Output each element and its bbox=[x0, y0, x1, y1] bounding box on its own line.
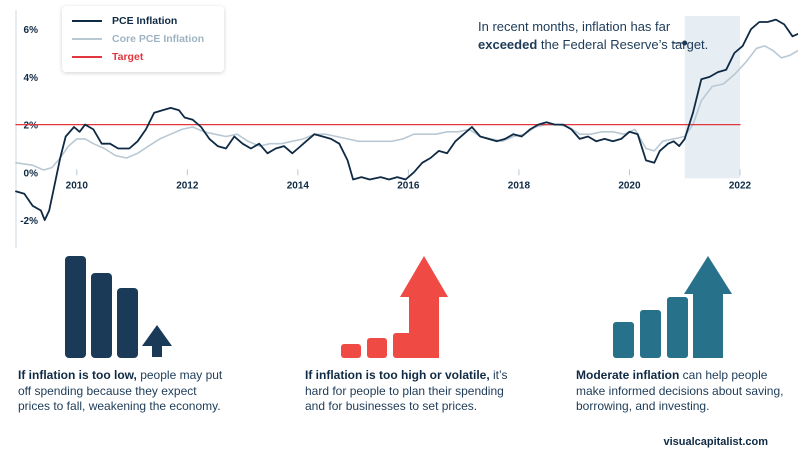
x-tick-label: 2020 bbox=[618, 180, 641, 191]
y-tick-label: 2% bbox=[24, 121, 39, 132]
moderate-bar-3 bbox=[667, 297, 688, 358]
legend-swatch-core-pce bbox=[72, 38, 102, 40]
moderate-bar-2 bbox=[640, 310, 661, 358]
high-bar-3 bbox=[393, 333, 413, 358]
legend-item-pce: PCE Inflation bbox=[72, 13, 177, 29]
legend-label-core-pce: Core PCE Inflation bbox=[112, 33, 205, 45]
declining-bar-1 bbox=[65, 256, 86, 358]
high-arrow bbox=[400, 256, 448, 358]
y-tick-label: 4% bbox=[24, 73, 39, 84]
moderate-growth-icon bbox=[613, 256, 732, 358]
legend-swatch-target bbox=[72, 56, 102, 58]
chart-legend: PCE Inflation Core PCE Inflation Target bbox=[62, 6, 224, 72]
declining-bar-3 bbox=[117, 288, 138, 358]
moderate-bar-1 bbox=[613, 322, 634, 358]
chart-annotation: In recent months, inflation has far exce… bbox=[478, 18, 718, 54]
section-too-low-heading: If inflation is too low, bbox=[18, 368, 137, 382]
moderate-arrow bbox=[684, 256, 732, 358]
section-too-high-heading: If inflation is too high or volatile, bbox=[305, 368, 490, 382]
inflation-line-chart: -2% 0% 2% 4% 6% 2010 2012 2014 2016 2018 2020 2022 bbox=[15, 10, 798, 248]
annotation-emphasis: exceeded bbox=[478, 37, 538, 52]
x-tick-label: 2010 bbox=[66, 180, 89, 191]
high-inflation-arrow-icon bbox=[341, 256, 448, 358]
x-axis-ticks: 2010 2012 2014 2016 2018 2020 2022 bbox=[66, 169, 752, 191]
recent-months-highlight bbox=[684, 16, 740, 179]
declining-bar-2 bbox=[91, 273, 112, 358]
legend-label-pce: PCE Inflation bbox=[112, 15, 178, 27]
annotation-line-2: exceeded the Federal Reserve’s target. bbox=[478, 36, 718, 54]
y-tick-label: -2% bbox=[20, 216, 38, 227]
legend-item-target: Target bbox=[72, 49, 143, 65]
section-too-low: If inflation is too low, people may put … bbox=[18, 368, 228, 415]
annotation-marker bbox=[672, 40, 688, 46]
legend-swatch-pce bbox=[72, 20, 102, 22]
section-too-high-text: it’s hard for people to plan their spend… bbox=[305, 368, 508, 413]
section-moderate-text: can help people make informed decisions … bbox=[576, 368, 784, 413]
section-too-high: If inflation is too high or volatile, it… bbox=[305, 368, 515, 415]
declining-bars-icon bbox=[65, 256, 172, 358]
y-axis-ticks: -2% 0% 2% 4% 6% bbox=[20, 25, 38, 227]
section-moderate-heading: Moderate inflation bbox=[576, 368, 680, 382]
y-tick-label: 0% bbox=[24, 168, 39, 179]
declining-arrow-head bbox=[142, 325, 172, 357]
x-tick-label: 2016 bbox=[397, 180, 420, 191]
x-tick-label: 2012 bbox=[176, 180, 199, 191]
annotation-line-1: In recent months, inflation has far bbox=[478, 19, 671, 34]
section-too-low-text: people may put off spending because they… bbox=[18, 368, 223, 413]
section-moderate: Moderate inflation can help people make … bbox=[576, 368, 786, 415]
legend-item-core-pce: Core PCE Inflation bbox=[72, 31, 204, 47]
high-bar-2 bbox=[367, 338, 387, 358]
x-tick-label: 2014 bbox=[287, 180, 310, 191]
chart-series bbox=[15, 18, 798, 221]
x-tick-label: 2022 bbox=[729, 180, 752, 191]
legend-label-target: Target bbox=[112, 51, 144, 63]
y-tick-label: 6% bbox=[24, 25, 39, 36]
x-tick-label: 2018 bbox=[508, 180, 531, 191]
series-line-pce-inflation bbox=[15, 18, 798, 221]
source-credit: visualcapitalist.com bbox=[663, 436, 768, 448]
annotation-line-2-rest: the Federal Reserve’s target. bbox=[537, 37, 709, 52]
series-line-core-pce-inflation bbox=[15, 45, 798, 171]
annotation-dot bbox=[682, 40, 688, 46]
high-bar-1 bbox=[341, 344, 361, 358]
